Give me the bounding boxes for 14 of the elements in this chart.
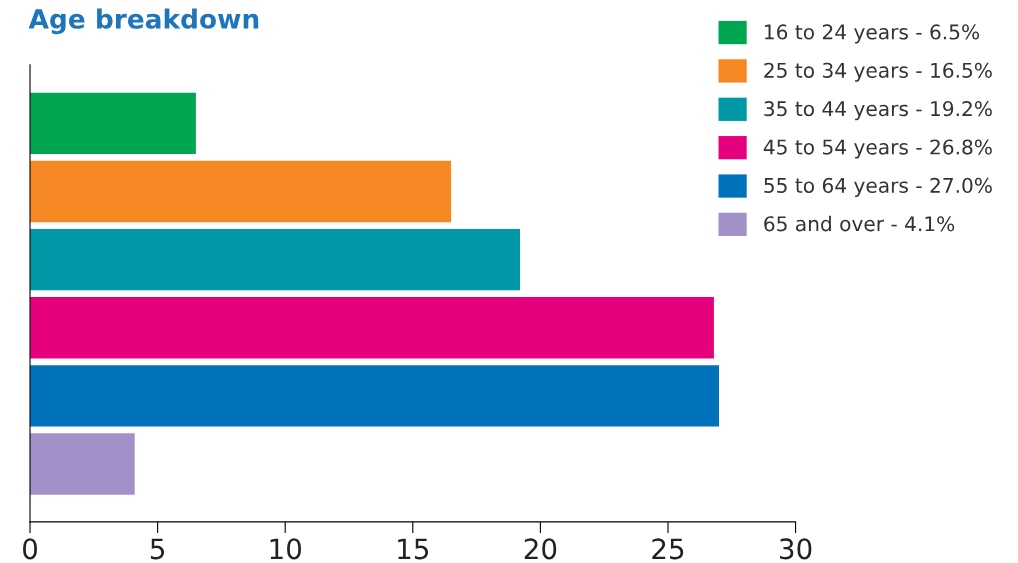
x-tick-label: 20	[524, 538, 557, 560]
x-tick-label: 30	[780, 538, 812, 560]
x-tick-label: 0	[23, 538, 38, 560]
legend-label: 35 to 44 years - 19.2%	[764, 101, 992, 121]
x-tick-label: 15	[398, 538, 429, 560]
x-tick-label: 5	[150, 538, 165, 560]
legend-label: 55 to 64 years - 27.0%	[764, 177, 992, 197]
legend-label: 45 to 54 years - 26.8%	[763, 139, 992, 159]
legend-label: 16 to 24 years - 6.5%	[765, 24, 980, 44]
x-tick-label: 25	[652, 538, 684, 560]
legend-label: 25 to 34 years - 16.5%	[764, 62, 992, 82]
chart-title: Age breakdown	[28, 8, 259, 35]
x-tick-label: 10	[270, 538, 302, 560]
legend-label: 65 and over - 4.1%	[764, 215, 955, 232]
